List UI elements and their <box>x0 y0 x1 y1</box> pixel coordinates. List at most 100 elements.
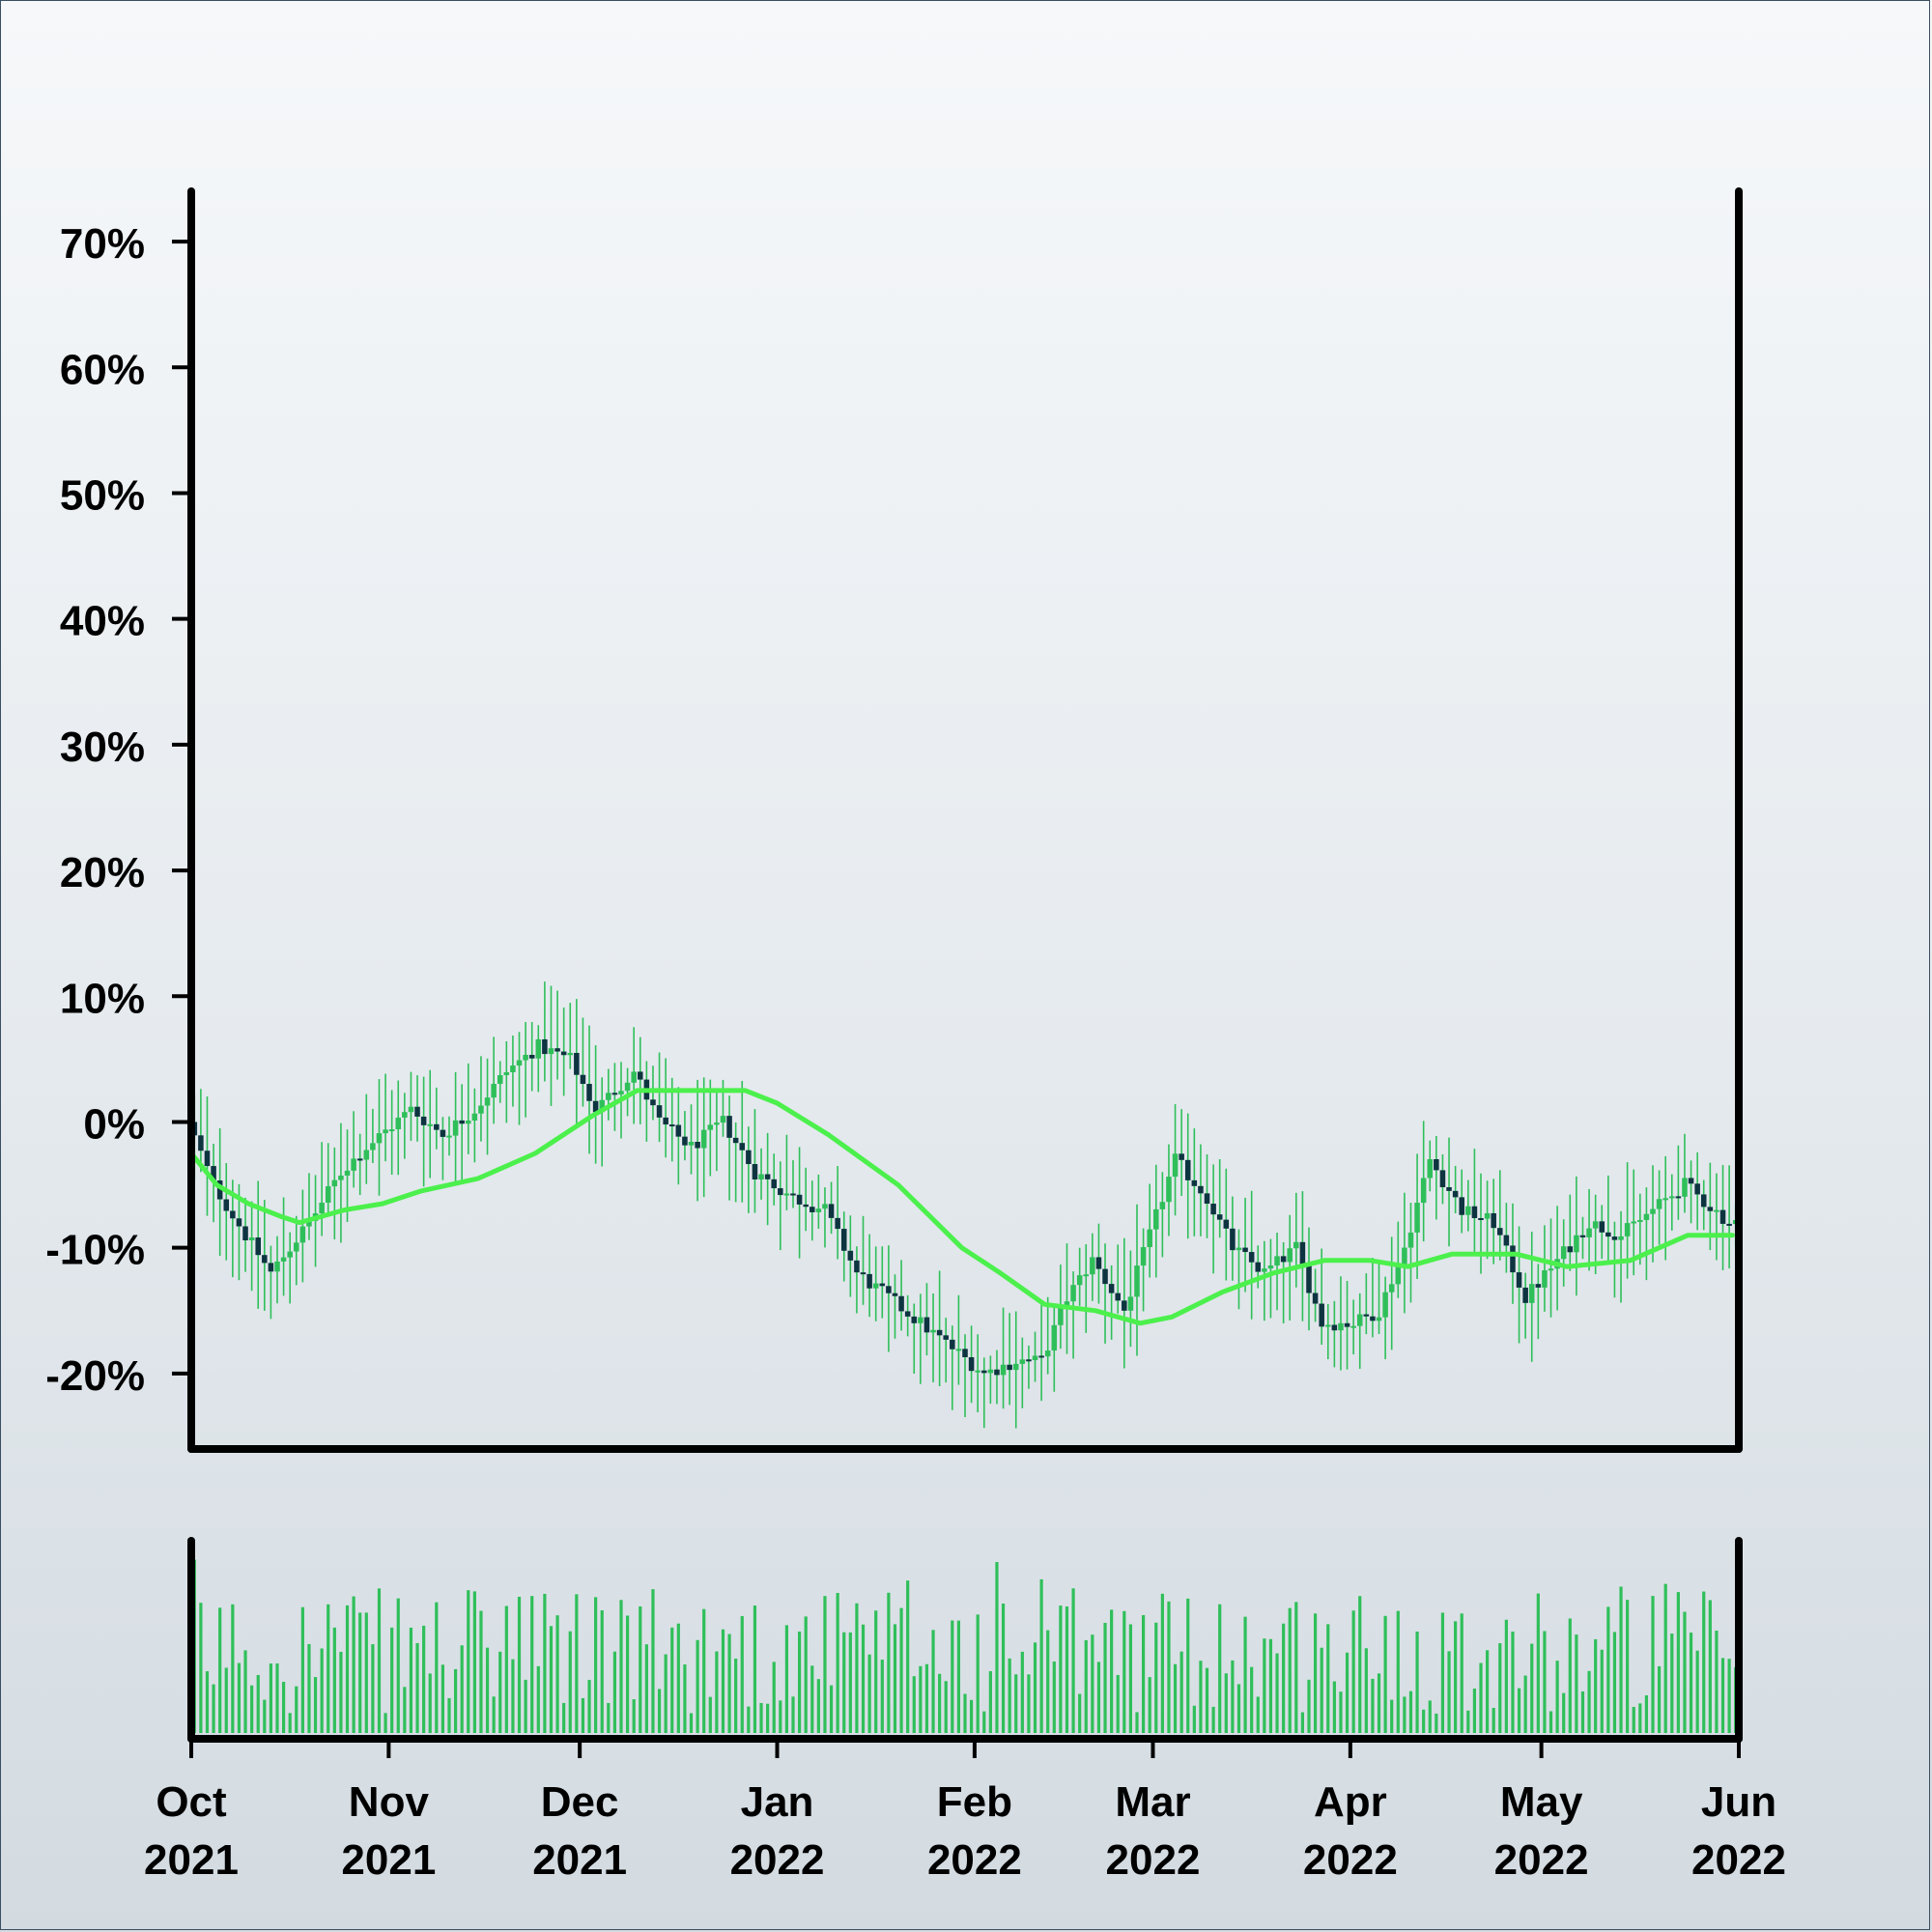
volume-bar <box>1695 1650 1699 1733</box>
volume-bar <box>517 1596 522 1733</box>
volume-bar <box>772 1662 776 1733</box>
volume-bar <box>1727 1659 1731 1733</box>
volume-bar <box>727 1634 731 1733</box>
candle-body <box>548 1048 554 1055</box>
volume-bar <box>587 1679 591 1733</box>
volume-bar <box>1626 1600 1630 1733</box>
candle-body <box>560 1051 567 1056</box>
candle-body <box>1184 1159 1191 1180</box>
volume-bar <box>479 1610 483 1733</box>
candle-body <box>471 1113 478 1121</box>
candle-body <box>1172 1153 1179 1178</box>
candle-body <box>1694 1183 1700 1195</box>
candle-body <box>242 1226 248 1240</box>
volume-bar <box>1236 1684 1241 1733</box>
candle-body <box>268 1263 274 1272</box>
candle-body <box>1516 1272 1522 1288</box>
candle-body <box>1044 1350 1051 1357</box>
y-tick-label: 0% <box>83 1100 145 1148</box>
volume-bar <box>390 1627 394 1733</box>
volume-bar <box>1300 1712 1305 1733</box>
volume-bar <box>428 1673 432 1733</box>
x-tick-month: Nov <box>349 1778 430 1826</box>
volume-bar <box>1454 1621 1458 1733</box>
candle-body <box>815 1208 822 1212</box>
candle-body <box>1166 1177 1172 1203</box>
volume-bar <box>1408 1690 1413 1733</box>
volume-bar <box>1600 1649 1604 1733</box>
volume-bar <box>982 1711 986 1733</box>
candle-body <box>1127 1296 1134 1311</box>
volume-bar <box>753 1605 757 1733</box>
candle-body <box>1216 1214 1223 1220</box>
candle-body <box>1090 1257 1095 1275</box>
volume-bar <box>1186 1598 1190 1733</box>
volume-bar <box>721 1629 725 1733</box>
volume-bar <box>1619 1586 1623 1733</box>
volume-bar <box>1715 1631 1719 1733</box>
volume-bar <box>1179 1651 1183 1733</box>
volume-bar <box>231 1604 235 1733</box>
volume-bar <box>1383 1615 1387 1733</box>
volume-bar <box>1096 1662 1101 1733</box>
x-tick-year: 2022 <box>927 1836 1022 1884</box>
candle-body <box>1420 1178 1427 1204</box>
candle-body <box>720 1116 726 1123</box>
volume-bar <box>511 1659 515 1733</box>
candle-body <box>592 1100 599 1113</box>
x-tick-month: Oct <box>156 1778 227 1826</box>
volume-bar <box>1167 1601 1171 1733</box>
candle-body <box>904 1311 911 1317</box>
candle-body <box>675 1124 682 1137</box>
candle-body <box>523 1054 528 1061</box>
candle-body <box>1560 1246 1567 1260</box>
candle-body <box>987 1369 994 1374</box>
candle-body <box>434 1123 440 1130</box>
candle-body <box>918 1317 923 1323</box>
candle-body <box>1306 1264 1312 1293</box>
volume-bar <box>1059 1605 1063 1733</box>
candle-body <box>1535 1284 1542 1288</box>
volume-bar <box>536 1665 540 1733</box>
candle-body <box>1478 1217 1484 1220</box>
candle-body <box>1083 1274 1090 1277</box>
volume-bar <box>453 1668 458 1733</box>
volume-bar <box>460 1645 464 1733</box>
volume-bar <box>256 1674 260 1733</box>
volume-bar <box>263 1699 267 1733</box>
volume-bar <box>1231 1660 1235 1733</box>
volume-bar <box>472 1591 476 1733</box>
candle-body <box>1427 1158 1434 1179</box>
candle-body <box>981 1370 987 1374</box>
candle-body <box>427 1123 433 1126</box>
volume-bar <box>791 1696 795 1733</box>
volume-bar <box>1071 1588 1075 1733</box>
volume-bar <box>1065 1606 1069 1733</box>
volume-bar <box>1485 1650 1490 1733</box>
volume-bar <box>422 1625 426 1733</box>
candle-body <box>1618 1236 1624 1240</box>
candle-body <box>1574 1235 1579 1253</box>
volume-bar <box>345 1605 350 1733</box>
volume-bar <box>1440 1612 1445 1733</box>
candle-body <box>294 1242 299 1252</box>
candle-body <box>1159 1202 1166 1209</box>
candle-body <box>306 1220 312 1227</box>
candle-body <box>682 1136 688 1146</box>
volume-bar <box>1307 1679 1311 1733</box>
candle-body <box>1147 1229 1152 1248</box>
volume-bar <box>1288 1607 1292 1733</box>
candle-body <box>1707 1207 1714 1211</box>
volume-bar <box>919 1665 923 1733</box>
volume-bar <box>906 1580 910 1733</box>
volume-bar <box>555 1615 559 1733</box>
candle-body <box>631 1071 637 1083</box>
candle-body <box>1688 1178 1694 1184</box>
candle-body <box>968 1356 975 1372</box>
volume-bar <box>899 1607 903 1733</box>
volume-bar <box>766 1703 770 1733</box>
candle-body <box>331 1179 338 1187</box>
candle-body <box>1491 1212 1496 1229</box>
